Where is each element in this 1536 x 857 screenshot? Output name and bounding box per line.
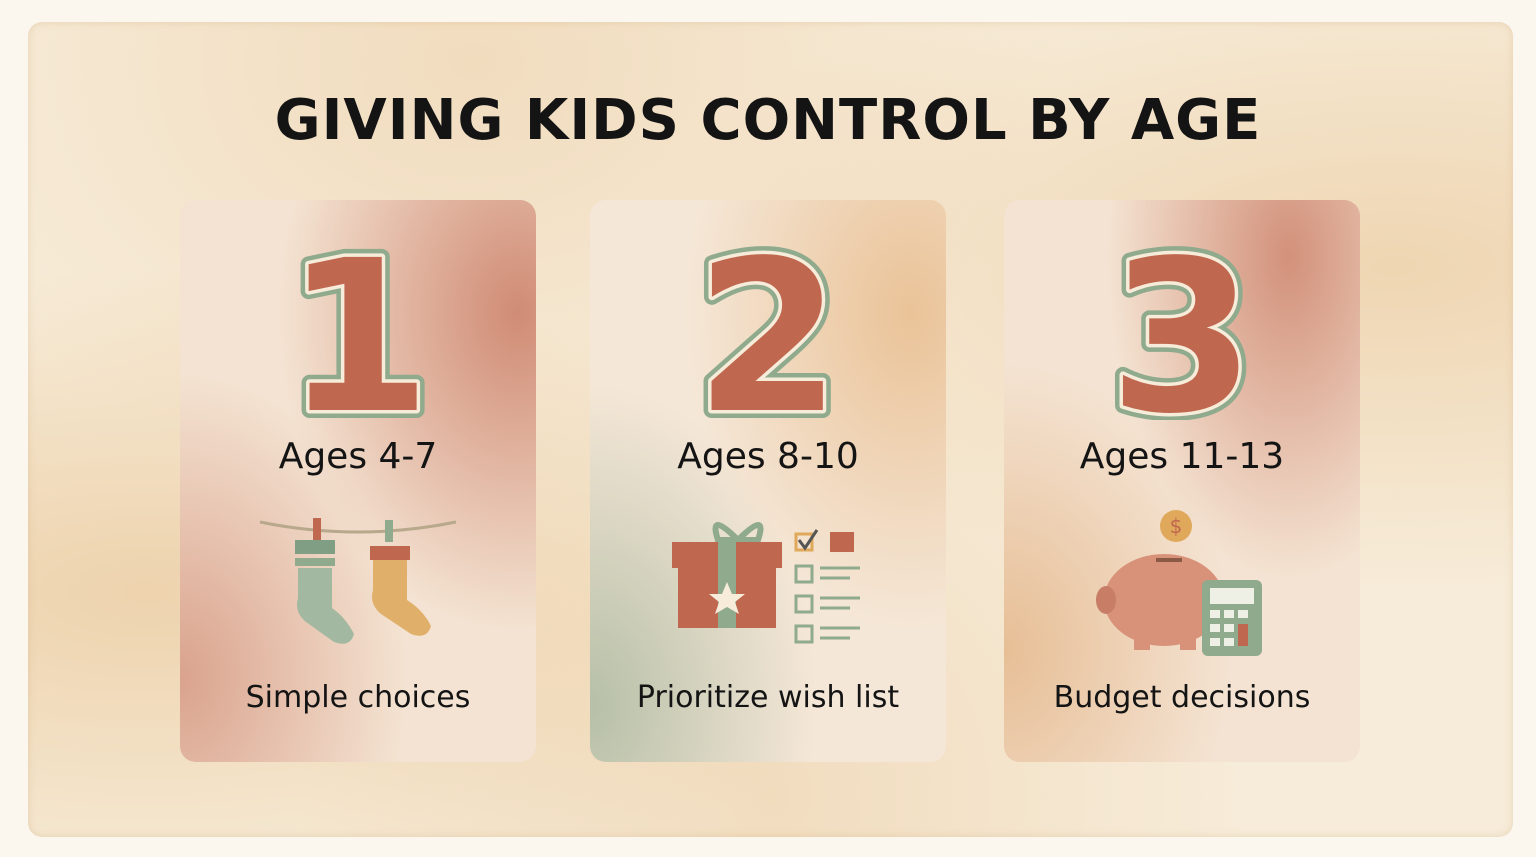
caption: Prioritize wish list — [636, 680, 900, 715]
svg-text:3: 3 — [1109, 230, 1255, 420]
page-title: GIVING KIDS CONTROL BY AGE — [274, 88, 1262, 153]
svg-text:3: 3 — [1109, 230, 1255, 420]
card-ages-8-10: 2 2 Ages 8-10 Prioritize wish list — [590, 200, 946, 762]
card-ages-11-13: 3 3 Ages 11-13 $ Budget decisions — [1004, 200, 1360, 762]
age-range: Ages 11-13 — [1079, 436, 1285, 477]
gift-checklist-icon — [672, 522, 860, 644]
socks-on-clothesline-icon — [259, 518, 457, 644]
age-range: Ages 8-10 — [677, 436, 859, 477]
number-three: 3 3 — [1101, 230, 1263, 420]
caption: Budget decisions — [1053, 680, 1311, 715]
number-one: 1 1 — [277, 230, 439, 420]
svg-text:2: 2 — [695, 230, 841, 420]
age-range: Ages 4-7 — [278, 436, 438, 477]
svg-text:$: $ — [1170, 514, 1183, 538]
svg-text:1: 1 — [285, 230, 431, 420]
card-ages-4-7: 1 1 Ages 4-7 Simple choices — [180, 200, 536, 762]
piggy-bank-calculator-icon: $ — [1096, 510, 1262, 656]
caption: Simple choices — [245, 680, 471, 715]
svg-text:2: 2 — [695, 230, 841, 420]
number-two: 2 2 — [687, 230, 849, 420]
svg-text:1: 1 — [285, 230, 431, 420]
